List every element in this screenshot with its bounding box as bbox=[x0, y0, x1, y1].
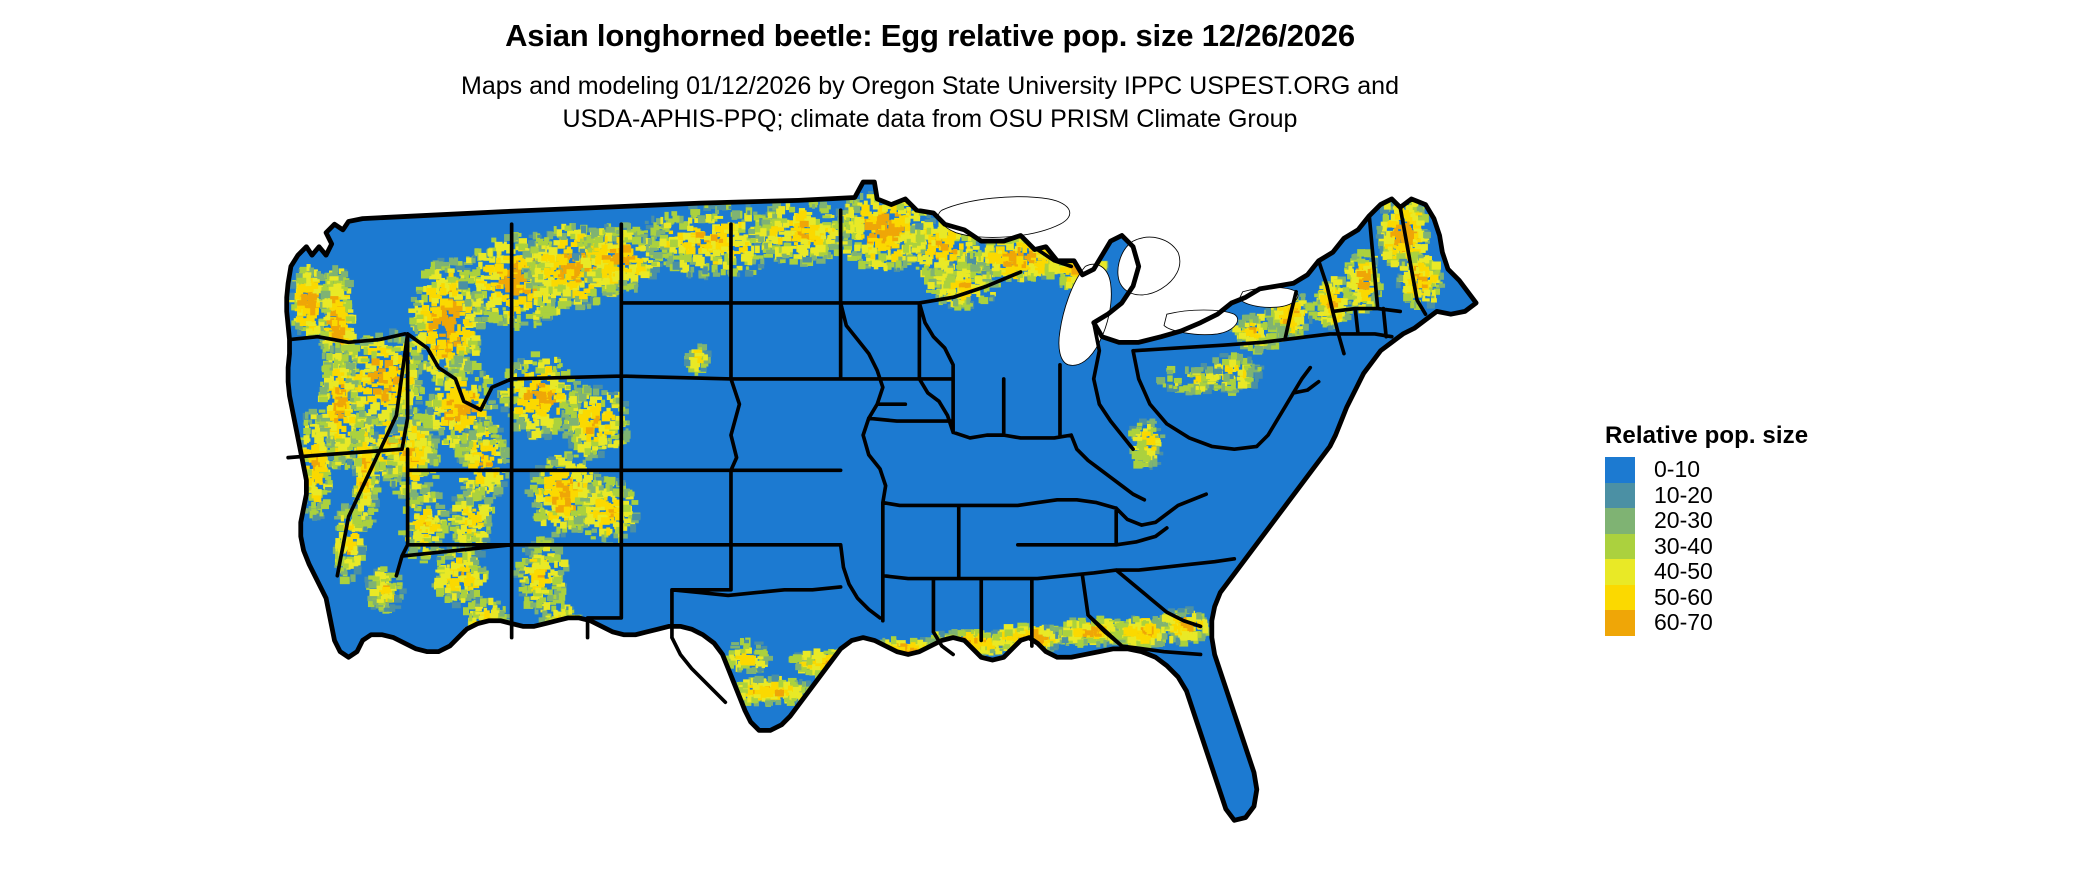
legend-item[interactable]: 30-40 bbox=[1605, 532, 1905, 559]
legend-title: Relative pop. size bbox=[1605, 422, 1809, 449]
legend-item[interactable]: 0-10 bbox=[1605, 457, 1905, 483]
legend-label: 30-40 bbox=[1654, 532, 1713, 559]
legend-swatch bbox=[1605, 457, 1635, 483]
legend-rows: 0-10 10-20 20-30 30-40 40-50 50-60 60-70 bbox=[1605, 457, 1905, 636]
legend-item[interactable]: 10-20 bbox=[1605, 481, 1905, 508]
page-title: Asian longhorned beetle: Egg relative po… bbox=[505, 18, 1355, 53]
legend-item[interactable]: 50-60 bbox=[1605, 583, 1905, 610]
legend-swatch bbox=[1605, 559, 1635, 585]
great-lakes bbox=[938, 196, 1299, 366]
legend-swatch bbox=[1605, 533, 1635, 559]
map-canvas[interactable] bbox=[250, 168, 1600, 878]
legend-swatch bbox=[1605, 584, 1635, 610]
legend-swatch bbox=[1605, 508, 1635, 534]
legend-label: 50-60 bbox=[1654, 583, 1713, 610]
legend-label: 60-70 bbox=[1654, 609, 1713, 636]
legend-label: 20-30 bbox=[1654, 507, 1713, 534]
legend-item[interactable]: 20-30 bbox=[1605, 508, 1905, 534]
legend-label: 40-50 bbox=[1654, 558, 1713, 585]
legend-item[interactable]: 40-50 bbox=[1605, 559, 1905, 585]
national-outline bbox=[284, 179, 1479, 823]
legend-label: 0-10 bbox=[1654, 456, 1701, 483]
legend-item[interactable]: 60-70 bbox=[1605, 610, 1905, 636]
legend: Relative pop. size 0-10 10-20 20-30 30-40 40… bbox=[1605, 422, 1905, 636]
page-subtitle: Maps and modeling 01/12/2026 by Oregon S… bbox=[0, 70, 1860, 137]
state-boundaries bbox=[286, 205, 1428, 705]
subtitle-line-2: USDA-APHIS-PPQ; climate data from OSU PR… bbox=[562, 104, 1298, 133]
legend-swatch bbox=[1605, 482, 1635, 508]
subtitle-line-1: Maps and modeling 01/12/2026 by Oregon S… bbox=[461, 71, 1399, 100]
title-block: Asian longhorned beetle: Egg relative po… bbox=[0, 18, 1860, 136]
legend-swatch bbox=[1605, 610, 1635, 636]
us-choropleth-map[interactable] bbox=[250, 168, 1600, 878]
legend-label: 10-20 bbox=[1654, 481, 1713, 508]
